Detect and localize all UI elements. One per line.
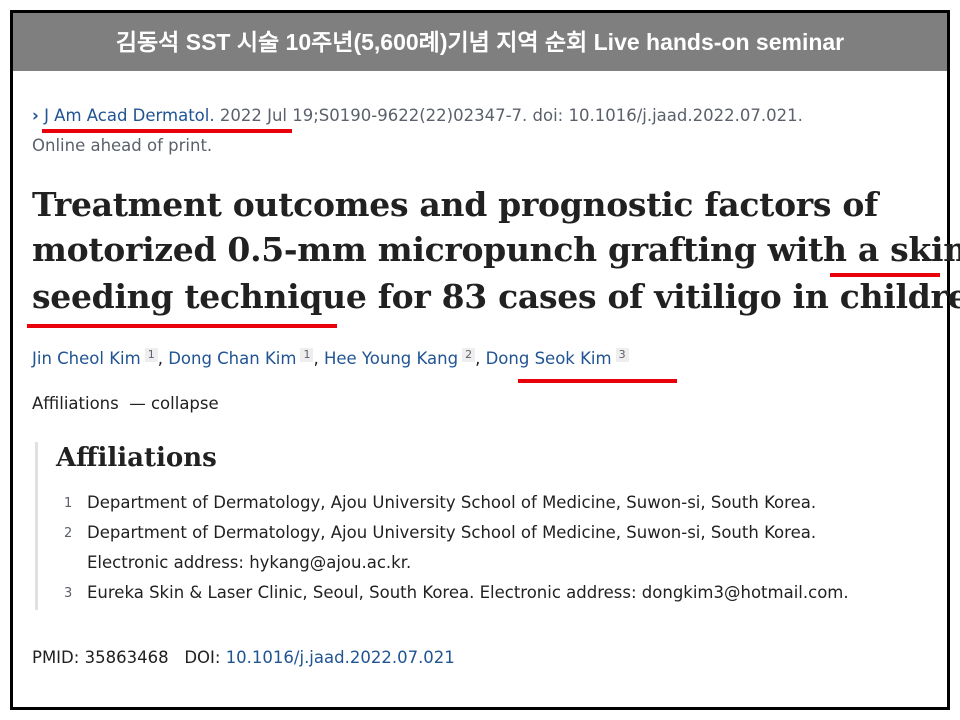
highlight-underline (518, 379, 677, 383)
author-link[interactable]: Hee Young Kang (323, 349, 459, 368)
publication-status: Online ahead of print. (32, 136, 213, 155)
doi-link[interactable]: 10.1016/j.jaad.2022.07.021 (225, 648, 455, 667)
citation: › J Am Acad Dermatol. 2022 Jul 19;S0190-… (32, 106, 803, 125)
journal-link[interactable]: J Am Acad Dermatol. (44, 106, 215, 125)
title-line: seeding technique for 83 cases of vitili… (32, 277, 960, 316)
affiliation-text: Eureka Skin & Laser Clinic, Seoul, South… (87, 583, 849, 602)
author-link[interactable]: Dong Seok Kim (485, 349, 612, 368)
affiliation-text: Department of Dermatology, Ajou Universi… (87, 493, 817, 512)
slide-header: 김동석 SST 시술 10주년(5,600례)기념 지역 순회 Live han… (13, 13, 947, 71)
affiliation-number: 1 (64, 496, 73, 511)
highlight-underline (830, 273, 940, 277)
highlight-underline (27, 324, 337, 328)
affiliation-ref[interactable]: 1 (300, 348, 314, 362)
separator: , (157, 349, 163, 368)
toggle-label: Affiliations (32, 394, 119, 413)
author-link[interactable]: Jin Cheol Kim (32, 349, 141, 368)
affiliations-toggle[interactable]: Affiliations — collapse (32, 394, 219, 413)
pmid: 35863468 (84, 648, 169, 667)
separator: , (475, 349, 481, 368)
author-link[interactable]: Dong Chan Kim (168, 349, 297, 368)
title-line: Treatment outcomes and prognostic factor… (32, 185, 878, 224)
authors: Jin Cheol Kim 1, Dong Chan Kim 1, Hee Youn… (32, 348, 629, 368)
affiliation-ref[interactable]: 1 (144, 348, 158, 362)
citation-details: 2022 Jul 19;S0190-9622(22)02347-7. doi: … (219, 106, 803, 125)
doi-label: DOI: (184, 648, 221, 667)
affiliations-border (35, 442, 38, 610)
affiliation-number: 2 (64, 526, 73, 541)
affiliation-ref[interactable]: 3 (615, 348, 629, 362)
affiliation-ref[interactable]: 2 (462, 348, 476, 362)
slide-frame: 김동석 SST 시술 10주년(5,600례)기념 지역 순회 Live han… (10, 10, 950, 710)
highlight-underline (42, 129, 292, 133)
affiliation-text: Electronic address: hykang@ajou.ac.kr. (87, 553, 412, 572)
toggle-action: — collapse (129, 394, 219, 413)
affiliation-number: 3 (64, 586, 73, 601)
title-line: motorized 0.5-mm micropunch grafting wit… (32, 230, 960, 269)
separator: , (313, 349, 319, 368)
affiliation-text: Department of Dermatology, Ajou Universi… (87, 523, 817, 542)
identifiers: PMID: 35863468 DOI: 10.1016/j.jaad.2022.… (32, 648, 455, 667)
pmid-label: PMID: (32, 648, 80, 667)
affiliations-heading: Affiliations (56, 443, 217, 473)
